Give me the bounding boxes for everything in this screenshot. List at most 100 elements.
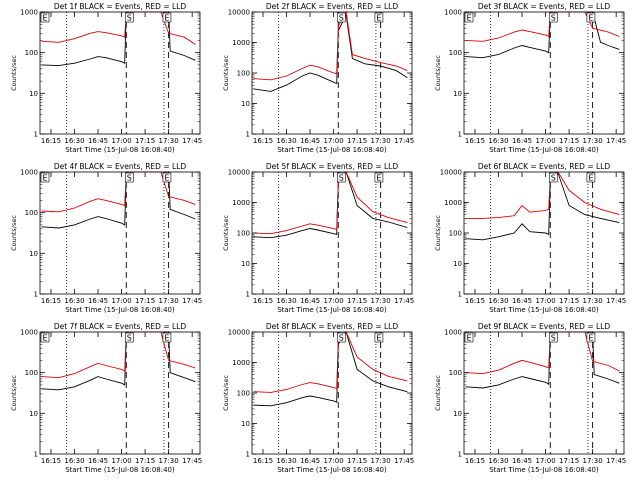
y-axis-label: Counts/sec	[222, 375, 230, 411]
x-tick-label: 17:00	[535, 297, 555, 305]
y-tick-label: 1000	[444, 199, 462, 207]
marker-box	[586, 12, 596, 23]
y-tick-label: 10000	[228, 169, 250, 177]
x-tick-label: 17:30	[159, 137, 179, 145]
x-tick-label: 16:30	[64, 457, 84, 465]
y-tick-label: 1	[458, 131, 462, 139]
series-line-events	[41, 331, 196, 391]
x-axis-label: Start Time (15-Jul-08 16:08:40)	[65, 146, 175, 154]
y-tick-label: 100	[25, 369, 38, 377]
marker-label: E	[376, 14, 381, 23]
y-tick-label: 10	[29, 90, 38, 98]
x-tick-label: 17:00	[111, 297, 131, 305]
x-tick-label: 17:30	[159, 457, 179, 465]
y-axis-label: Counts/sec	[10, 215, 18, 251]
panel-title: Det 4f BLACK = Events, RED = LLD	[54, 162, 187, 171]
y-axis-label: Counts/sec	[222, 215, 230, 251]
y-tick-label: 1000	[20, 169, 38, 177]
x-tick-label: 16:30	[488, 457, 508, 465]
marker-label: S	[127, 174, 132, 183]
marker-label: S	[339, 14, 344, 23]
x-tick-label: 17:30	[371, 297, 391, 305]
marker-box	[374, 332, 384, 343]
x-tick-label: 16:15	[41, 457, 61, 465]
y-axis-label: Counts/sec	[434, 55, 442, 91]
panel-title: Det 2f BLACK = Events, RED = LLD	[266, 2, 399, 11]
marker-label: E	[588, 334, 593, 343]
panel-6: Det 6f BLACK = Events, RED = LLD 1 10 100 10…	[434, 162, 626, 314]
x-tick-label: 17:45	[394, 297, 414, 305]
marker-box	[464, 332, 474, 343]
x-tick-label: 17:45	[394, 457, 414, 465]
panel-title: Det 3f BLACK = Events, RED = LLD	[478, 2, 611, 11]
x-tick-label: 17:45	[394, 137, 414, 145]
panel-5: Det 5f BLACK = Events, RED = LLD 1 10 100 10…	[222, 162, 414, 314]
series-line-lld	[253, 171, 408, 235]
x-tick-label: 17:45	[606, 137, 626, 145]
marker-box	[124, 172, 134, 183]
y-tick-label: 1000	[232, 359, 250, 367]
panel-title: Det 9f BLACK = Events, RED = LLD	[478, 322, 611, 331]
x-tick-label: 17:30	[583, 297, 603, 305]
marker-label: E	[42, 334, 47, 343]
x-tick-label: 16:45	[88, 457, 108, 465]
y-axis-label: Counts/sec	[434, 375, 442, 411]
series-line-lld	[253, 10, 408, 81]
panel-title: Det 8f BLACK = Events, RED = LLD	[266, 322, 399, 331]
x-axis-label: Start Time (15-Jul-08 16:08:40)	[489, 306, 599, 314]
x-tick-label: 16:30	[276, 297, 296, 305]
x-tick-label: 16:45	[512, 457, 532, 465]
marker-label: S	[551, 14, 556, 23]
x-tick-label: 17:00	[323, 457, 343, 465]
x-tick-label: 17:45	[182, 137, 202, 145]
y-axis-label: Counts/sec	[10, 375, 18, 411]
panel-title: Det 5f BLACK = Events, RED = LLD	[266, 162, 399, 171]
marker-box	[336, 332, 346, 343]
x-tick-label: 17:30	[583, 137, 603, 145]
panel-7: Det 7f BLACK = Events, RED = LLD 1 10 100 10…	[10, 322, 202, 474]
x-tick-label: 16:45	[300, 457, 320, 465]
marker-box	[162, 332, 172, 343]
y-tick-label: 100	[237, 70, 250, 78]
marker-label: E	[466, 334, 471, 343]
series-line-events	[41, 171, 196, 229]
marker-box	[586, 172, 596, 183]
y-tick-label: 10	[453, 90, 462, 98]
y-tick-label: 100	[449, 369, 462, 377]
x-tick-label: 17:00	[535, 457, 555, 465]
y-tick-label: 100	[25, 209, 38, 217]
y-tick-label: 1000	[444, 9, 462, 17]
marker-label: E	[588, 174, 593, 183]
panel-title: Det 1f BLACK = Events, RED = LLD	[54, 2, 187, 11]
marker-box	[464, 12, 474, 23]
x-tick-label: 16:30	[64, 297, 84, 305]
y-tick-label: 1000	[20, 9, 38, 17]
x-tick-label: 17:00	[111, 457, 131, 465]
x-tick-label: 16:15	[253, 137, 273, 145]
marker-box	[162, 172, 172, 183]
x-tick-label: 17:30	[371, 457, 391, 465]
x-tick-label: 17:15	[559, 457, 579, 465]
y-tick-label: 10000	[228, 329, 250, 337]
y-tick-label: 100	[237, 390, 250, 398]
marker-label: S	[339, 174, 344, 183]
x-tick-label: 16:30	[276, 137, 296, 145]
y-tick-label: 10	[241, 100, 250, 108]
series-line-lld	[41, 171, 196, 213]
x-tick-label: 16:45	[88, 297, 108, 305]
plot-frame	[39, 171, 201, 295]
x-tick-label: 17:00	[323, 137, 343, 145]
y-tick-label: 100	[237, 230, 250, 238]
y-tick-label: 100	[25, 49, 38, 57]
series-line-lld	[465, 331, 620, 375]
x-tick-label: 17:15	[347, 457, 367, 465]
x-tick-label: 16:15	[465, 297, 485, 305]
series-line-events	[253, 330, 408, 407]
y-tick-label: 10000	[228, 9, 250, 17]
x-tick-label: 17:00	[323, 297, 343, 305]
series-line-events	[253, 171, 408, 239]
panel-title: Det 6f BLACK = Events, RED = LLD	[478, 162, 611, 171]
series-line-events	[465, 331, 620, 389]
y-tick-label: 1	[34, 451, 38, 459]
plot-frame	[463, 11, 625, 135]
